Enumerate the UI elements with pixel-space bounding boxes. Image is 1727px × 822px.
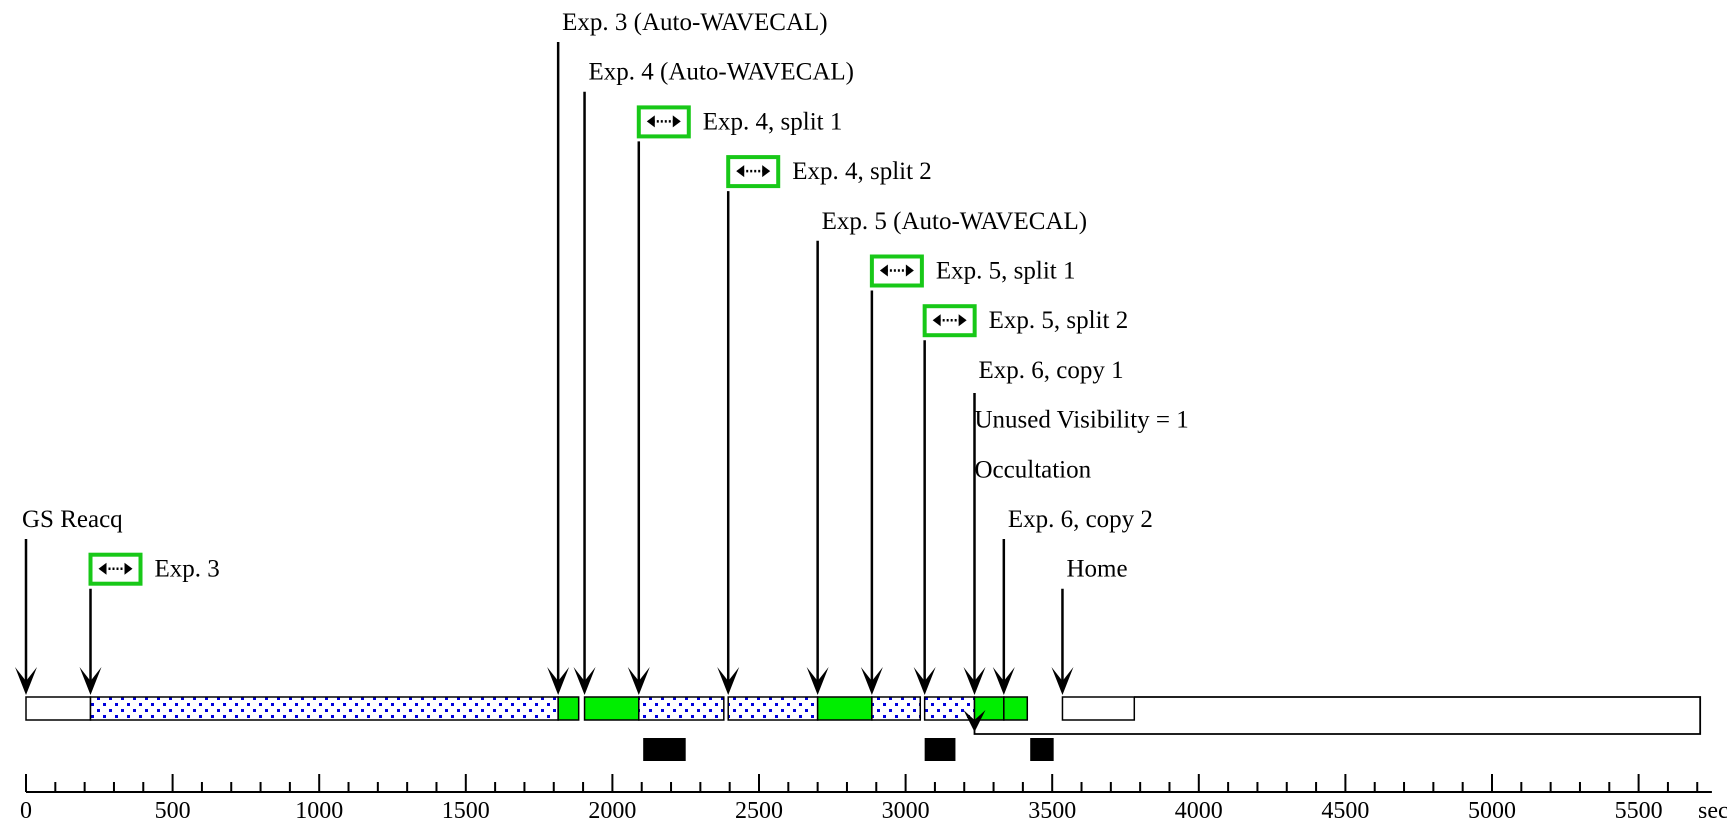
event-home: Home xyxy=(1051,556,1128,695)
event-unused-visibility: Unused Visibility = 1 xyxy=(975,407,1189,434)
event-label: Exp. 4 (Auto-WAVECAL) xyxy=(589,59,854,86)
tick-label: 5000 xyxy=(1468,798,1516,822)
event-gs-reacq: GS Reacq xyxy=(15,506,123,695)
tick-label: 5500 xyxy=(1615,798,1663,822)
dithered-segment xyxy=(871,696,922,721)
occultation-block xyxy=(643,738,686,761)
event-exp4-split2: Exp. 4, split 2 xyxy=(717,155,932,695)
occultation-block xyxy=(1030,738,1054,761)
down-arrow-icon xyxy=(547,667,570,695)
down-arrow-icon xyxy=(627,667,650,695)
down-arrow-icon xyxy=(806,667,829,695)
event-label: Exp. 6, copy 1 xyxy=(979,357,1124,384)
event-exp4-wavecal: Exp. 4 (Auto-WAVECAL) xyxy=(573,59,854,695)
down-arrow-icon xyxy=(992,667,1015,695)
event-exp5-split2: Exp. 5, split 2 xyxy=(913,304,1129,695)
event-occultation: Occultation xyxy=(975,456,1092,483)
exposure-segment xyxy=(583,696,640,721)
event-label: Exp. 4, split 2 xyxy=(792,158,932,185)
event-label: Exp. 5, split 1 xyxy=(936,258,1076,285)
event-label: Unused Visibility = 1 xyxy=(975,407,1189,434)
tick-label: 1000 xyxy=(295,798,343,822)
event-markers: GS Reacq Exp. 3 Exp. 3 (Auto-WAVECAL) Exp. … xyxy=(15,9,1189,732)
event-label: Exp. 4, split 1 xyxy=(703,108,843,135)
event-exp6-copy2: Exp. 6, copy 2 xyxy=(992,506,1153,695)
down-arrow-icon xyxy=(79,667,102,695)
tick-label: 500 xyxy=(155,798,191,822)
dither-arrows-icon xyxy=(726,155,781,189)
event-label: Home xyxy=(1066,556,1127,583)
dither-arrows-icon xyxy=(88,552,143,586)
occultation-block xyxy=(924,738,956,761)
event-label: Exp. 3 (Auto-WAVECAL) xyxy=(562,9,827,36)
down-arrow-icon xyxy=(963,667,986,695)
dither-arrows-icon xyxy=(636,105,691,139)
down-arrow-icon xyxy=(15,667,37,695)
event-exp3: Exp. 3 xyxy=(79,552,220,695)
event-exp6-copy1: Exp. 6, copy 1 xyxy=(963,357,1124,695)
tick-label: 0 xyxy=(20,798,32,822)
exposure-segment xyxy=(557,696,580,721)
time-axis: 0 500 1000 1500 2000 2500 3000 3500 4000 4500 5000… xyxy=(20,774,1727,822)
dithered-segment xyxy=(89,696,559,721)
unit-label: sec xyxy=(1698,798,1727,822)
idle-segment xyxy=(25,696,92,721)
dither-arrows-icon xyxy=(922,304,977,338)
event-label: Occultation xyxy=(975,456,1092,483)
exposure-segment xyxy=(816,696,873,721)
down-arrow-icon xyxy=(573,667,596,695)
down-arrow-icon xyxy=(717,667,740,695)
tick-label: 2500 xyxy=(735,798,783,822)
event-exp4-split1: Exp. 4, split 1 xyxy=(627,105,843,695)
dithered-segment xyxy=(638,696,725,721)
down-arrow-icon xyxy=(860,667,883,695)
tick-label: 3000 xyxy=(882,798,930,822)
tick-label: 1500 xyxy=(442,798,490,822)
event-label: GS Reacq xyxy=(22,506,123,533)
tick-label: 4000 xyxy=(1175,798,1223,822)
event-label: Exp. 3 xyxy=(155,556,220,583)
tick-label: 4500 xyxy=(1321,798,1369,822)
down-arrow-icon xyxy=(913,667,936,695)
event-label: Exp. 5 (Auto-WAVECAL) xyxy=(822,208,1087,235)
tick-label: 2000 xyxy=(588,798,636,822)
tick-label: 3500 xyxy=(1028,798,1076,822)
dithered-segment xyxy=(727,696,819,721)
black-blocks xyxy=(643,738,1054,761)
event-exp5-wavecal: Exp. 5 (Auto-WAVECAL) xyxy=(806,208,1087,695)
timeline-segments xyxy=(25,696,1136,721)
down-arrow-icon xyxy=(963,710,986,732)
down-arrow-icon xyxy=(1051,667,1074,695)
event-exp3-wavecal: Exp. 3 (Auto-WAVECAL) xyxy=(547,9,828,695)
event-exp5-split1: Exp. 5, split 1 xyxy=(860,254,1076,695)
event-label: Exp. 6, copy 2 xyxy=(1008,506,1153,533)
exposure-segment xyxy=(1003,696,1029,721)
dither-arrows-icon xyxy=(869,254,924,288)
event-label: Exp. 5, split 2 xyxy=(989,307,1129,334)
idle-segment xyxy=(1061,696,1136,721)
